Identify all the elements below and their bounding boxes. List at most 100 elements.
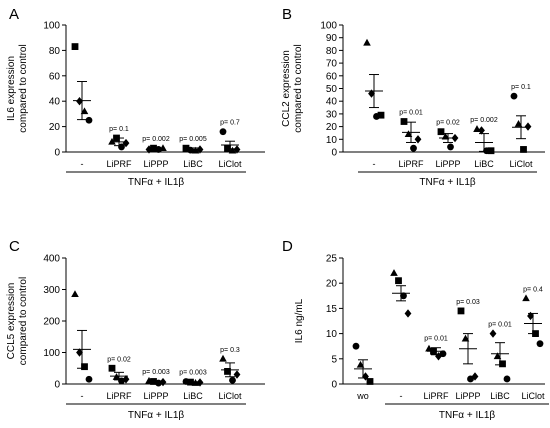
data-point-circle: [352, 342, 360, 350]
p-value-label: p= 0.002: [470, 117, 498, 124]
data-point-circle: [536, 340, 544, 348]
data-point-square: [71, 43, 79, 50]
p-value-label: p= 0.01: [488, 322, 512, 329]
group-label: TNFα + IL1β: [419, 177, 476, 188]
group-2: LiPPP p= 0.02: [435, 120, 460, 169]
x-tick-label: LiBC: [490, 391, 510, 401]
data-point-square: [108, 364, 116, 372]
data-point-diamond: [471, 372, 479, 381]
p-value-label: p= 0.01: [399, 110, 423, 117]
group-0: -: [71, 43, 93, 169]
data-point-square: [487, 147, 495, 155]
p-value-label: p= 0.1: [109, 126, 129, 133]
y-axis-label: IL6 ng/mL: [294, 298, 305, 343]
x-tick-label: LiClot: [521, 391, 545, 401]
y-axis-label-line: CCL2 expression: [281, 50, 292, 127]
data-point-circle: [510, 92, 518, 100]
data-point-triangle: [522, 294, 530, 302]
data-point-circle: [219, 128, 227, 136]
y-axis-label-line: compared to control: [293, 44, 304, 132]
data-point-circle: [229, 376, 236, 384]
y-tick-label: 15: [326, 304, 338, 315]
y-axis-label-line: compared to control: [18, 44, 29, 132]
x-tick-label: -: [81, 159, 84, 169]
data-point-square: [499, 360, 506, 368]
data-point-square: [366, 378, 374, 385]
data-point-circle: [410, 144, 417, 152]
y-tick-label: 20: [326, 279, 338, 290]
data-point-triangle: [71, 290, 79, 298]
p-value-label: p= 0.1: [511, 84, 531, 91]
y-tick-label: 300: [43, 285, 60, 296]
panel-letter: D: [282, 238, 293, 255]
group-4: LiBC p= 0.01: [488, 322, 512, 401]
group-4: LiClot p= 0.1: [509, 84, 533, 169]
data-point-square: [400, 118, 408, 125]
y-tick-label: 40: [49, 97, 61, 108]
y-tick-label: 80: [326, 46, 338, 57]
data-point-circle: [85, 375, 93, 383]
y-tick-label: 70: [326, 59, 338, 70]
data-point-square: [182, 144, 190, 152]
data-point-circle: [85, 116, 93, 124]
group-3: LiPPP p= 0.03: [455, 299, 480, 401]
group-3: LiBC p= 0.003: [179, 369, 207, 401]
p-value-label: p= 0.7: [220, 120, 240, 127]
data-point-triangle: [191, 146, 200, 154]
x-tick-label: LiPRF: [423, 391, 449, 401]
p-value-label: p= 0.4: [523, 286, 543, 293]
y-tick-label: 100: [43, 21, 60, 32]
y-tick-label: 30: [326, 109, 338, 120]
data-point-circle: [439, 350, 447, 358]
data-point-diamond: [524, 122, 532, 131]
y-axis-label-line: CCL5 expression: [6, 283, 17, 360]
x-tick-label: -: [81, 391, 84, 401]
y-tick-label: 0: [54, 380, 60, 391]
y-tick-label: 0: [331, 380, 337, 391]
group-0: -: [363, 38, 385, 169]
x-tick-label: LiClot: [218, 391, 242, 401]
p-value-label: p= 0.002: [142, 136, 170, 143]
y-tick-label: 40: [326, 97, 338, 108]
panel-letter: A: [9, 6, 19, 23]
group-label: TNFα + IL1β: [128, 177, 185, 188]
data-point-diamond: [478, 126, 485, 135]
y-tick-label: 80: [49, 46, 61, 57]
data-point-square: [224, 368, 231, 375]
y-tick-label: 60: [49, 71, 61, 82]
y-tick-label: 0: [331, 148, 337, 159]
y-axis-label-line: compared to control: [18, 277, 29, 365]
data-point-circle: [467, 375, 474, 383]
group-1: LiPRF p= 0.1: [106, 126, 132, 169]
group-label: TNFα + IL1β: [439, 410, 496, 421]
data-point-square: [224, 144, 231, 152]
x-tick-label: -: [373, 159, 376, 169]
panel-letter: C: [9, 238, 20, 255]
group-0: -: [71, 290, 93, 401]
group-label: TNFα + IL1β: [128, 410, 185, 421]
data-point-square: [81, 363, 88, 371]
group-3: LiBC p= 0.002: [470, 117, 498, 169]
data-point-triangle: [363, 38, 371, 46]
data-point-triangle: [228, 146, 237, 154]
y-tick-label: 100: [43, 348, 60, 359]
y-tick-label: 20: [326, 122, 338, 133]
data-point-triangle: [493, 352, 502, 360]
x-tick-label: LiClot: [218, 159, 242, 169]
data-point-diamond: [368, 89, 375, 98]
group-2: LiPRF p= 0.01: [423, 336, 449, 401]
y-axis-label: IL6 expression compared to control: [6, 44, 29, 132]
data-point-diamond: [76, 97, 83, 106]
y-axis-label-line: IL6 ng/mL: [294, 298, 305, 343]
p-value-label: p= 0.02: [436, 120, 460, 127]
data-point-square: [395, 277, 402, 285]
y-tick-label: 10: [326, 329, 338, 340]
panel-letter: B: [282, 6, 292, 23]
data-point-triangle: [390, 269, 398, 276]
p-value-label: p= 0.03: [456, 299, 480, 306]
y-axis-label-line: IL6 expression: [6, 56, 17, 121]
y-tick-label: 60: [326, 71, 338, 82]
x-tick-label: LiBC: [183, 159, 203, 169]
x-tick-label: LiPPP: [143, 159, 168, 169]
